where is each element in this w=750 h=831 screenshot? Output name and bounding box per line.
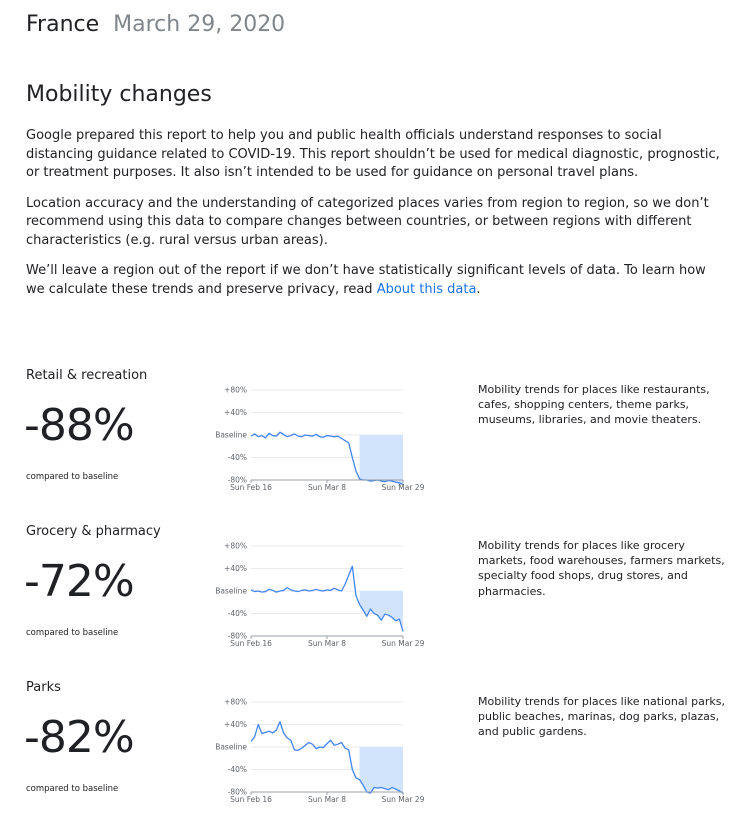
category-name: Grocery & pharmacy [26,524,161,539]
y-tick-label: +40% [224,720,247,729]
x-tick-label: Sun Mar 29 [382,483,425,492]
y-tick-label: +40% [224,564,247,573]
baseline-deviation-area [359,591,403,632]
x-tick-label: Sun Mar 29 [382,795,425,804]
category-name: Parks [26,680,61,695]
y-tick-label: -40% [228,765,247,774]
category-description: Mobility trends for places like restaura… [478,383,710,427]
section-title: Mobility changes [26,82,212,107]
category-description: Mobility trends for places like national… [478,695,725,739]
y-tick-label: -80% [228,632,247,641]
x-tick-label: Sun Feb 16 [230,483,272,492]
about-this-data-link[interactable]: About this data [376,281,477,297]
baseline-deviation-area [359,435,403,485]
intro-paragraph-2: Location accuracy and the understanding … [26,195,709,248]
y-tick-label: +80% [224,542,247,551]
y-tick-label: -40% [228,609,247,618]
y-tick-label: Baseline [215,431,247,440]
y-tick-label: +40% [224,408,247,417]
y-tick-label: Baseline [215,587,247,596]
intro-paragraph-3: We’ll leave a region out of the report i… [26,262,726,299]
grocery-pharmacy-chart: +80% +40% Baseline -40% -80%Sun Feb 16 Sun Ma… [215,542,425,649]
intro-paragraph-3-text: We’ll leave a region out of the report i… [26,263,706,297]
x-tick-label: Sun Mar 8 [308,639,346,648]
retail-recreation-chart: +80% +40% Baseline -40% -80%Sun Feb 16 Sun Ma… [215,386,425,493]
intro-paragraph-1: Google prepared this report to help you … [26,128,720,180]
intro-paragraph-3-end: . [476,281,481,297]
parks-chart: +80% +40% Baseline -40% -80%Sun Feb 16 Sun Ma… [215,698,425,805]
category-grocery-pharmacy: Grocery & pharmacy -72% compared to base… [0,524,750,674]
category-parks: Parks -82% compared to baseline +80% +40%… [0,680,750,830]
y-tick-label: -80% [228,476,247,485]
country-name: France [26,12,100,37]
y-tick-label: +80% [224,386,247,395]
category-change-value: -82% [24,712,135,763]
y-tick-label: -40% [228,453,247,462]
compared-to-baseline-label: compared to baseline [26,472,119,482]
category-description: Mobility trends for places like grocery … [478,539,725,598]
category-retail-recreation: Retail & recreation -88% compared to bas… [0,368,750,518]
report-date: March 29, 2020 [113,12,286,37]
series-line [250,565,404,632]
category-change-value: -72% [24,556,135,607]
y-tick-label: +80% [224,698,247,707]
y-tick-label: -80% [228,788,247,797]
baseline-deviation-area [359,747,403,794]
category-change-value: -88% [24,400,135,451]
x-tick-label: Sun Mar 8 [308,483,346,492]
y-tick-label: Baseline [215,743,247,752]
x-tick-label: Sun Feb 16 [230,795,272,804]
x-tick-label: Sun Mar 29 [382,639,425,648]
intro-text: Google prepared this report to help you … [26,127,726,311]
x-tick-label: Sun Feb 16 [230,639,272,648]
x-tick-label: Sun Mar 8 [308,795,346,804]
report-header: France March 29, 2020 [26,12,285,37]
compared-to-baseline-label: compared to baseline [26,784,119,794]
category-name: Retail & recreation [26,368,148,383]
series-line [250,721,404,794]
compared-to-baseline-label: compared to baseline [26,628,119,638]
